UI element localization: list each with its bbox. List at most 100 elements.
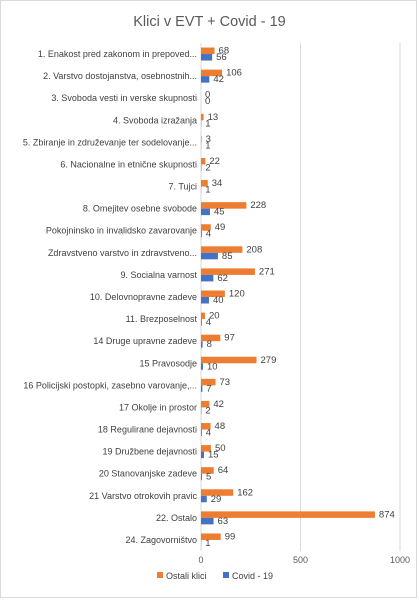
data-labels: 6856106420013131222341228454942088527162… — [205, 46, 395, 549]
data-label: 63 — [218, 516, 229, 527]
category-label: 7. Tujci — [168, 182, 197, 192]
bar-covid-19 — [201, 208, 210, 216]
data-label: 48 — [215, 421, 226, 432]
data-label: 0 — [205, 96, 210, 107]
category-label: Pokojninsko in invalidsko zavarovanje — [46, 226, 197, 236]
data-label: 97 — [224, 333, 235, 344]
data-label: 68 — [219, 46, 230, 57]
data-label: 271 — [259, 266, 275, 277]
bar-ostali-klici — [201, 290, 225, 297]
data-label: 42 — [213, 74, 224, 85]
category-label: 8. Omejitev osebne svobode — [83, 204, 197, 214]
bar-covid-19 — [201, 429, 202, 437]
data-label: 64 — [218, 465, 229, 476]
category-label: 21 Varstvo otrokovih pravic — [89, 491, 197, 501]
data-label: 1 — [205, 140, 210, 151]
bar-ostali-klici — [201, 246, 243, 253]
bar-ostali-klici — [201, 180, 208, 187]
bar-covid-19 — [201, 451, 204, 459]
data-label: 34 — [212, 178, 223, 189]
bar-covid-19 — [201, 341, 203, 348]
data-label: 10 — [207, 361, 218, 372]
bar-ostali-klici — [201, 135, 202, 143]
legend-label: Covid - 19 — [232, 571, 273, 581]
bar-ostali-klici — [201, 69, 223, 77]
category-label: 19 Družbene dejavnosti — [102, 447, 197, 457]
data-label: 42 — [213, 399, 224, 410]
x-tick-label: 0 — [198, 555, 203, 565]
bar-ostali-klici — [201, 224, 211, 231]
category-label: 3. Svoboda vesti in verske skupnosti — [51, 93, 197, 103]
bar-ostali-klici — [201, 312, 205, 320]
bar-covid-19 — [201, 297, 209, 304]
data-label: 4 — [206, 317, 211, 328]
legend-swatch — [157, 572, 163, 578]
category-label: 22. Ostalo — [156, 513, 197, 523]
bar-covid-19 — [201, 252, 218, 260]
data-label: 22 — [209, 156, 220, 167]
category-label: 20 Stanovanjske zadeve — [99, 469, 197, 479]
data-label: 13 — [208, 112, 219, 123]
bar-covid-19 — [201, 230, 202, 238]
bar-ostali-klici — [201, 511, 375, 518]
bar-covid-19 — [201, 385, 203, 392]
data-label: 99 — [225, 531, 236, 542]
data-label: 2 — [205, 162, 210, 173]
category-label: 16 Policijski postopki, zasebno varovanj… — [23, 380, 197, 390]
chart-title: Klici v EVT + Covid - 19 — [133, 14, 286, 30]
bar-ostali-klici — [201, 445, 211, 452]
x-tick-label: 1000 — [390, 555, 410, 565]
data-label: 20 — [209, 311, 220, 322]
category-label: 14 Druge upravne zadeve — [93, 336, 197, 346]
category-label: 11. Brezposelnost — [126, 314, 198, 324]
bar-covid-19 — [201, 274, 214, 282]
category-label: 15 Pravosodje — [139, 358, 197, 368]
bar-covid-19 — [201, 363, 203, 370]
data-label: 8 — [207, 339, 212, 350]
data-label: 874 — [379, 509, 395, 520]
bar-ostali-klici — [201, 467, 214, 474]
category-label: 18 Regulirane dejavnosti — [98, 425, 197, 435]
legend-swatch — [223, 572, 229, 578]
data-label: 208 — [246, 244, 262, 255]
category-label: Zdravstveno varstvo in zdravstveno... — [48, 248, 197, 258]
data-label: 228 — [250, 200, 266, 211]
data-label: 1 — [205, 185, 210, 196]
bar-ostali-klici — [201, 47, 215, 55]
bar-ostali-klici — [201, 356, 257, 364]
category-label: 2. Varstvo dostojanstva, osebnostnih... — [43, 71, 197, 81]
bar-ostali-klici — [201, 423, 211, 430]
data-label: 56 — [216, 52, 227, 63]
data-label: 15 — [208, 450, 219, 461]
bar-ostali-klici — [201, 157, 206, 165]
data-label: 1 — [205, 118, 210, 129]
data-label: 49 — [215, 222, 226, 233]
x-tick-label: 500 — [293, 555, 308, 565]
x-tick-labels: 0 500 1000 — [198, 555, 410, 565]
bar-ostali-klici — [201, 334, 221, 342]
bar-covid-19 — [201, 517, 214, 525]
data-label: 50 — [215, 443, 226, 454]
data-label: 120 — [229, 289, 245, 300]
data-label: 40 — [213, 295, 224, 306]
bar-ostali-klici — [201, 533, 221, 540]
data-label: 162 — [237, 487, 253, 498]
data-label: 2 — [205, 405, 210, 416]
category-label: 4. Svoboda izražanja — [113, 115, 197, 125]
data-label: 4 — [206, 428, 211, 439]
bar-covid-19 — [201, 54, 213, 61]
bar-ostali-klici — [201, 400, 210, 408]
category-label: 6. Nacionalne in etnične skupnosti — [60, 159, 197, 169]
data-label: 1 — [205, 538, 210, 549]
bar-ostali-klici — [201, 113, 204, 121]
bar-covid-19 — [201, 495, 207, 503]
category-label: 17 Okolje in prostor — [119, 402, 197, 412]
bar-ostali-klici — [201, 489, 234, 496]
data-label: 29 — [211, 494, 222, 505]
bar-ostali-klici — [201, 268, 255, 275]
category-labels: 1. Enakost pred zakonom in prepoved... 2.… — [23, 49, 198, 545]
data-label: 85 — [222, 251, 233, 262]
data-label: 4 — [206, 229, 211, 240]
